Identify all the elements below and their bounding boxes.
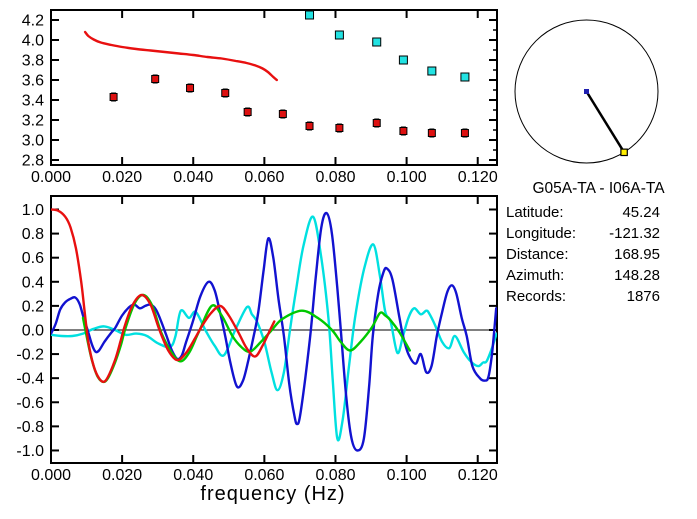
measured-velocity-squares-marker xyxy=(221,89,230,97)
y-tick-label: -1.0 xyxy=(16,443,44,460)
waveform-plot: 0.000 0.020 0.040 0.060 0.080 0.100 0.120 -1.0 -… xyxy=(16,195,498,484)
measured-velocity-squares-marker xyxy=(305,122,314,130)
center-station-marker xyxy=(584,89,589,94)
info-row-latitude: Latitude: 45.24 xyxy=(506,202,668,223)
x-tick-label: 0.120 xyxy=(458,169,498,186)
x-tick-label: 0.020 xyxy=(102,169,142,186)
dispersion-plot: 0.000 0.020 0.040 0.060 0.080 0.100 0.120 2.8 3.… xyxy=(22,9,498,186)
dispersion-axes-box xyxy=(50,9,498,166)
y-tick-label: 3.8 xyxy=(22,53,44,70)
x-tick-label: 0.080 xyxy=(315,169,355,186)
latitude-value: 45.24 xyxy=(622,204,660,221)
y-tick-label: 4.2 xyxy=(22,13,44,30)
y-tick-label: -0.2 xyxy=(16,347,44,364)
longitude-label: Longitude: xyxy=(506,225,577,242)
x-tick-label: 0.060 xyxy=(244,467,284,484)
y-tick-label: 0.8 xyxy=(22,226,44,243)
alternate-velocity-squares-marker xyxy=(398,55,408,65)
reference-dispersion-curve xyxy=(83,30,278,82)
red-waveform xyxy=(51,208,276,384)
y-tick-label: 2.8 xyxy=(22,153,44,170)
alternate-velocity-squares-marker xyxy=(372,37,382,47)
x-tick-label: 0.060 xyxy=(244,169,284,186)
info-row-azimuth: Azimuth: 148.28 xyxy=(506,265,668,286)
blue-waveform xyxy=(51,211,497,452)
info-row-distance: Distance: 168.95 xyxy=(506,244,668,265)
alternate-velocity-squares-marker xyxy=(460,72,470,82)
y-tick-label: 0.6 xyxy=(22,250,44,267)
y-tick-label: 3.4 xyxy=(22,93,44,110)
distance-value: 168.95 xyxy=(614,246,660,263)
info-row-records: Records: 1876 xyxy=(506,286,668,307)
measured-velocity-squares-marker xyxy=(243,108,252,116)
x-tick-label: 0.000 xyxy=(31,169,71,186)
x-tick-label: 0.100 xyxy=(387,467,427,484)
measured-velocity-squares-marker xyxy=(278,110,287,118)
y-tick-label: 0.2 xyxy=(22,298,44,315)
azimuth-endpoint-marker xyxy=(620,148,628,157)
y-tick-label: 3.2 xyxy=(22,113,44,130)
info-row-longitude: Longitude: -121.32 xyxy=(506,223,668,244)
x-tick-label: 0.040 xyxy=(173,467,213,484)
x-tick-label: 0.080 xyxy=(315,467,355,484)
y-tick-label: -0.6 xyxy=(16,395,44,412)
y-tick-label: 3.6 xyxy=(22,73,44,90)
y-tick-label: 0.0 xyxy=(22,322,44,339)
dial-circle xyxy=(514,19,659,164)
x-tick-label: 0.040 xyxy=(173,169,213,186)
x-tick-label: 0.000 xyxy=(31,467,71,484)
records-label: Records: xyxy=(506,288,567,305)
measured-velocity-squares-marker xyxy=(399,127,408,135)
station-pair-title: G05A-TA - I06A-TA xyxy=(532,180,665,197)
distance-label: Distance: xyxy=(506,246,569,263)
azimuth-value: 148.28 xyxy=(614,267,660,284)
alternate-velocity-squares-marker xyxy=(427,66,437,76)
y-tick-label: -0.4 xyxy=(16,371,44,388)
azimuth-line xyxy=(585,90,626,153)
measured-velocity-squares-marker xyxy=(427,129,436,137)
y-tick-label: 1.0 xyxy=(22,202,44,219)
longitude-value: -121.32 xyxy=(609,225,660,242)
azimuth-dial xyxy=(514,19,659,164)
measured-velocity-squares-marker xyxy=(460,129,469,137)
measured-velocity-squares-marker xyxy=(109,93,118,101)
x-tick-label: 0.020 xyxy=(102,467,142,484)
measured-velocity-squares-marker xyxy=(186,84,195,92)
measured-velocity-squares-marker xyxy=(151,75,160,83)
alternate-velocity-squares-marker xyxy=(334,30,344,40)
latitude-label: Latitude: xyxy=(506,204,564,221)
alternate-velocity-squares-marker xyxy=(305,10,315,20)
y-tick-label: 0.4 xyxy=(22,274,44,291)
y-tick-label: -0.8 xyxy=(16,419,44,436)
x-axis-label: frequency (Hz) xyxy=(200,483,346,505)
x-tick-label: 0.120 xyxy=(458,467,498,484)
y-tick-label: 3.0 xyxy=(22,133,44,150)
measured-velocity-squares-marker xyxy=(335,124,344,132)
x-tick-label: 0.100 xyxy=(387,169,427,186)
y-tick-label: 4.0 xyxy=(22,33,44,50)
cyan-waveform xyxy=(51,215,497,442)
azimuth-label: Azimuth: xyxy=(506,267,565,284)
records-value: 1876 xyxy=(626,288,660,305)
measured-velocity-squares-marker xyxy=(372,119,381,127)
station-info-panel: Latitude: 45.24 Longitude: -121.32 Dista… xyxy=(506,202,668,307)
waveform-axes-box xyxy=(50,195,498,464)
